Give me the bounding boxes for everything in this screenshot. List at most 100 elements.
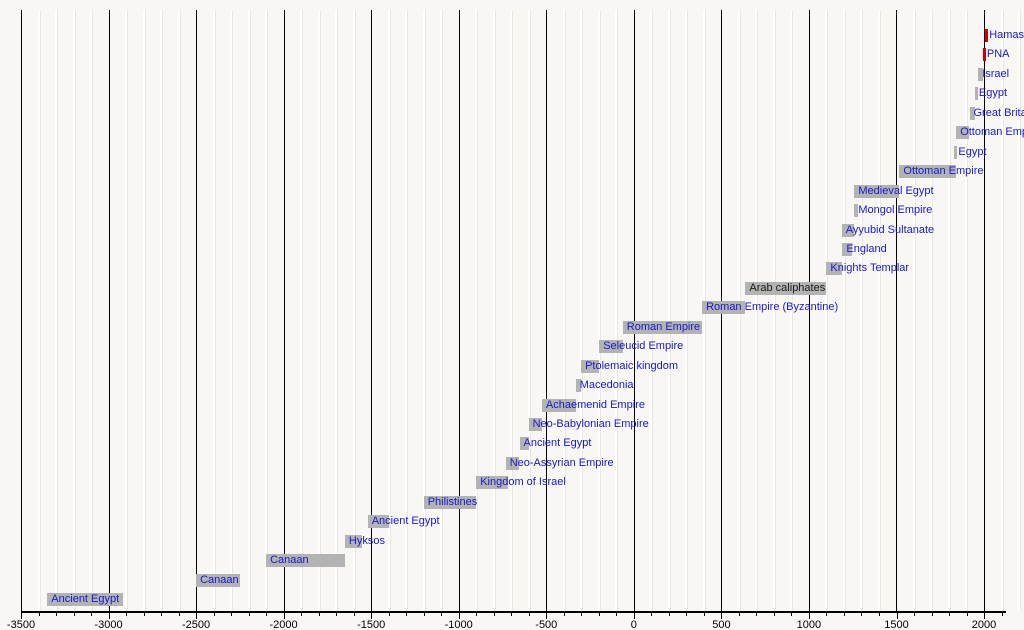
bar-label[interactable]: Macedonia	[579, 379, 634, 391]
gridline-minor	[912, 10, 916, 611]
axis-tick-label: 2000	[971, 619, 997, 630]
bar-label[interactable]: Knights Templar	[830, 262, 910, 274]
bar-label[interactable]: Egypt	[958, 146, 987, 158]
bar-label[interactable]: England	[846, 243, 887, 255]
bar-label[interactable]: Israel	[982, 68, 1010, 80]
axis-tick-minor	[528, 613, 530, 616]
timeline-bar	[841, 224, 855, 237]
axis-tick-label: -2500	[182, 619, 211, 630]
gridline-minor	[422, 10, 426, 611]
axis-tick-minor	[511, 613, 513, 616]
gridline-minor	[387, 10, 391, 611]
bar-label: Arab caliphates	[749, 282, 826, 294]
bar-label[interactable]: Medieval Egypt	[858, 185, 934, 197]
bar-label[interactable]: Neo-Assyrian Empire	[509, 457, 614, 469]
axis-tick-minor	[318, 613, 320, 616]
axis-tick-minor	[843, 613, 845, 616]
gridline-minor	[230, 10, 234, 611]
gridline-minor	[55, 10, 59, 611]
timeline-bar	[702, 301, 746, 314]
axis-tick-label: -2000	[269, 619, 298, 630]
bar-label[interactable]: Ottoman Empire	[903, 165, 984, 177]
gridline-minor	[860, 10, 864, 611]
x-axis-line	[21, 611, 1006, 613]
axis-tick-minor	[686, 613, 688, 616]
axis-tick-label: 1500	[884, 619, 909, 630]
gridline-minor	[825, 10, 829, 611]
axis-tick-minor	[476, 613, 478, 616]
axis-tick-minor	[773, 613, 775, 616]
bar-label[interactable]: Egypt	[978, 87, 1008, 99]
axis-tick-minor	[161, 613, 163, 616]
bar-label[interactable]: Ottoman Empire	[960, 126, 1024, 138]
axis-tick-minor	[73, 613, 75, 616]
timeline-bar	[599, 340, 623, 353]
gridline-major	[458, 10, 460, 611]
bar-label[interactable]: Canaan	[200, 574, 239, 586]
gridline-major	[108, 10, 110, 611]
gridline-minor	[650, 10, 654, 611]
bar-label[interactable]: Kingdom of Israel	[480, 476, 566, 488]
bar-label[interactable]: Canaan	[270, 554, 309, 566]
gridline-minor	[615, 10, 619, 611]
axis-tick-major	[283, 613, 285, 619]
bar-label[interactable]: Great Britain	[973, 107, 1024, 119]
axis-tick-label: 0	[630, 619, 637, 630]
axis-tick-minor	[738, 613, 740, 616]
gridline-minor	[475, 10, 479, 611]
gridline-minor	[177, 10, 181, 611]
bar-label[interactable]: Roman Empire	[626, 321, 701, 333]
gridline-major	[21, 10, 22, 611]
axis-tick-label: -500	[535, 619, 558, 630]
bar-label[interactable]: Achaemenid Empire	[545, 399, 645, 411]
bar-label[interactable]: Hamas	[989, 29, 1024, 41]
axis-tick-major	[721, 613, 723, 619]
gridline-minor	[160, 10, 164, 611]
bar-label[interactable]: Mongol Empire	[858, 204, 933, 216]
axis-tick-minor	[914, 613, 915, 616]
axis-tick-label: 1000	[796, 619, 822, 630]
bar-label[interactable]: Philistines	[427, 496, 478, 508]
bar-label[interactable]: Hyksos	[348, 535, 385, 547]
axis-tick-minor	[231, 613, 233, 616]
axis-tick-label: -3500	[6, 619, 36, 630]
axis-tick-minor	[353, 613, 355, 616]
axis-tick-minor	[91, 613, 92, 616]
bar-label[interactable]: Ancient Egypt	[523, 437, 592, 449]
bar-label[interactable]: Neo-Babylonian Empire	[532, 418, 649, 430]
bar-label[interactable]: Ayyubid Sultanate	[845, 224, 935, 236]
gridline-minor	[510, 10, 514, 611]
axis-tick-minor	[791, 613, 793, 616]
gridline-minor	[440, 10, 444, 611]
timeline-bar	[969, 107, 975, 120]
bar-label[interactable]: Ancient Egypt	[51, 593, 120, 605]
timeline-bar	[196, 574, 240, 587]
gridline-minor	[685, 10, 689, 611]
axis-tick-major	[633, 613, 635, 619]
axis-tick-minor	[703, 613, 705, 616]
axis-tick-minor	[56, 613, 57, 616]
bar-label[interactable]: Ancient Egypt	[371, 515, 440, 527]
gridline-minor	[405, 10, 409, 611]
timeline-bar	[622, 321, 703, 334]
gridline-minor	[1018, 10, 1022, 611]
axis-tick-minor	[143, 613, 145, 616]
axis-tick-minor	[878, 613, 880, 616]
timeline-bar	[528, 418, 542, 431]
axis-tick-major	[546, 613, 548, 619]
axis-tick-minor	[248, 613, 250, 616]
timeline-bar	[581, 360, 600, 373]
axis-tick-minor	[966, 613, 968, 616]
axis-tick-minor	[668, 613, 670, 616]
gridline-minor	[842, 10, 846, 611]
gridline-major	[896, 10, 898, 611]
bar-label[interactable]: Ptolemaic kingdom	[585, 360, 679, 372]
timeline-bar	[519, 437, 529, 450]
gridline-minor	[562, 10, 566, 611]
gridline-minor	[527, 10, 531, 611]
axis-tick-minor	[581, 613, 583, 616]
bar-label[interactable]: Seleucid Empire	[603, 340, 684, 352]
bar-label[interactable]: Roman Empire (Byzantine)	[706, 301, 839, 313]
bar-label[interactable]: PNA	[986, 48, 1010, 60]
axis-tick-minor	[213, 613, 215, 616]
